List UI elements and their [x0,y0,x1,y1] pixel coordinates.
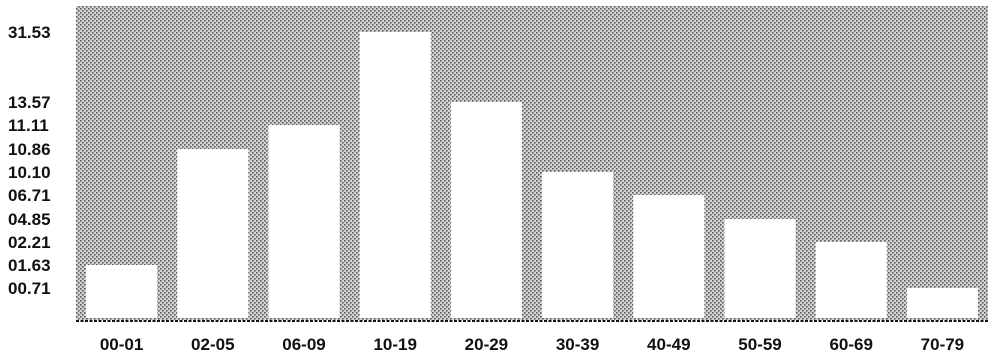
bars-group [86,32,978,318]
bar [359,32,431,318]
bar [633,195,705,318]
y-tick-label: 04.85 [8,210,51,229]
x-tick-label: 40-49 [647,335,690,354]
y-tick-label: 01.63 [8,256,51,275]
bar [268,125,340,318]
x-tick-label: 06-09 [282,335,325,354]
x-tick-label: 30-39 [556,335,599,354]
bar [815,242,887,318]
x-axis-tick-labels: 00-01 02-05 06-09 10-19 20-29 30-39 40-49 50-59… [100,335,964,354]
y-tick-label: 11.11 [8,116,49,135]
x-tick-label: 70-79 [921,335,964,354]
y-axis-tick-labels: 31.53 13.57 11.11 10.86 10.10 06.71 04.85 02.21… [8,23,51,298]
bar [86,265,158,318]
bar [906,288,978,318]
x-tick-label: 10-19 [373,335,416,354]
x-tick-label: 20-29 [465,335,508,354]
bar [177,149,249,318]
bar [542,172,614,318]
y-tick-label: 13.57 [8,93,51,112]
y-tick-label: 10.10 [8,163,51,182]
x-tick-label: 60-69 [829,335,872,354]
y-tick-label: 06.71 [8,186,51,205]
y-tick-label: 00.71 [8,279,51,298]
y-tick-label: 02.21 [8,233,51,252]
x-tick-label: 02-05 [191,335,234,354]
x-tick-label: 00-01 [100,335,143,354]
bar [724,219,796,318]
bar [450,102,522,318]
y-tick-label: 10.86 [8,140,51,159]
x-tick-label: 50-59 [738,335,781,354]
y-tick-label: 31.53 [8,23,51,42]
